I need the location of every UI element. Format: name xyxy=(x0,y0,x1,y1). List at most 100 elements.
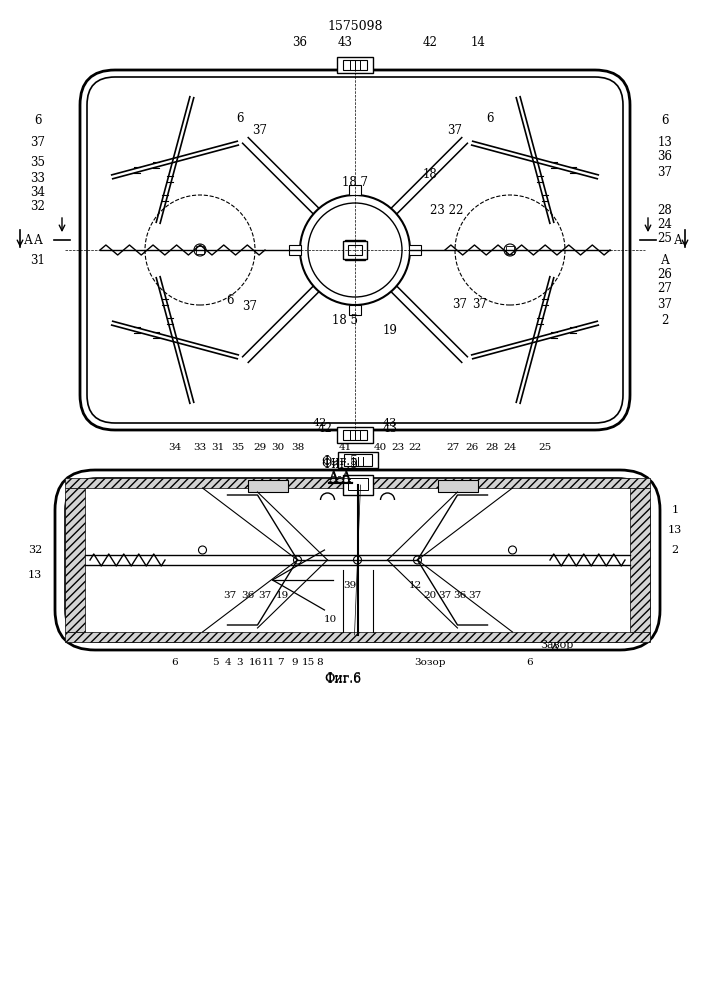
Text: 24: 24 xyxy=(658,218,672,231)
Bar xyxy=(337,57,373,73)
Text: 6: 6 xyxy=(486,111,493,124)
Text: 18 7: 18 7 xyxy=(342,176,368,188)
Text: 13: 13 xyxy=(668,525,682,535)
Text: 25: 25 xyxy=(538,443,551,452)
Text: 1: 1 xyxy=(672,505,679,515)
Text: 33: 33 xyxy=(194,443,206,452)
Text: 9: 9 xyxy=(292,658,298,667)
Text: 6: 6 xyxy=(236,111,244,124)
Text: 11: 11 xyxy=(262,658,274,667)
Text: 23: 23 xyxy=(392,443,404,452)
Text: 26: 26 xyxy=(658,267,672,280)
Text: 43: 43 xyxy=(383,418,397,428)
Text: 31: 31 xyxy=(211,443,225,452)
Text: 36: 36 xyxy=(453,590,467,599)
Bar xyxy=(289,245,301,255)
Text: 29: 29 xyxy=(253,443,267,452)
Text: 37: 37 xyxy=(452,298,467,312)
Text: 30: 30 xyxy=(271,443,285,452)
Text: А: А xyxy=(660,253,670,266)
Text: 6: 6 xyxy=(172,658,178,667)
Text: 13: 13 xyxy=(658,135,672,148)
Bar xyxy=(349,305,361,315)
Text: 35: 35 xyxy=(30,156,45,169)
Text: 18: 18 xyxy=(423,168,438,182)
Bar xyxy=(630,488,650,632)
Text: 7: 7 xyxy=(276,658,284,667)
Text: 37: 37 xyxy=(258,590,271,599)
Text: 6: 6 xyxy=(661,113,669,126)
Text: 38: 38 xyxy=(291,443,305,452)
Text: 23 22: 23 22 xyxy=(431,204,464,217)
Text: 10: 10 xyxy=(323,615,337,624)
Text: 33: 33 xyxy=(30,172,45,184)
Text: 37: 37 xyxy=(468,590,481,599)
Text: 19: 19 xyxy=(275,590,288,599)
Text: 15: 15 xyxy=(301,658,315,667)
Bar xyxy=(349,185,361,195)
Text: 14: 14 xyxy=(471,36,486,49)
Text: 26: 26 xyxy=(465,443,479,452)
Bar xyxy=(345,240,365,260)
Text: 37: 37 xyxy=(658,165,672,178)
Text: Фиг.5: Фиг.5 xyxy=(322,455,358,468)
Circle shape xyxy=(354,556,361,564)
Text: 37: 37 xyxy=(223,590,237,599)
Text: 6: 6 xyxy=(226,294,234,306)
Text: 36: 36 xyxy=(241,590,255,599)
Text: 6: 6 xyxy=(527,658,533,667)
Bar xyxy=(337,452,378,468)
Text: 6: 6 xyxy=(34,113,42,126)
Text: 34: 34 xyxy=(30,186,45,198)
Text: 3: 3 xyxy=(237,658,243,667)
Text: Фиг.6: Фиг.6 xyxy=(324,672,361,685)
Text: Фиг.5: Фиг.5 xyxy=(322,458,358,471)
Bar xyxy=(342,475,373,495)
Text: 25: 25 xyxy=(658,232,672,244)
Text: 27: 27 xyxy=(446,443,460,452)
Text: 2: 2 xyxy=(661,314,669,326)
Circle shape xyxy=(508,546,517,554)
Bar xyxy=(438,480,477,492)
Text: 5: 5 xyxy=(211,658,218,667)
Text: 31: 31 xyxy=(30,253,45,266)
Bar xyxy=(65,478,650,488)
Text: А-А: А-А xyxy=(329,470,351,483)
Text: 28: 28 xyxy=(486,443,498,452)
Circle shape xyxy=(293,556,301,564)
Text: 16: 16 xyxy=(248,658,262,667)
Text: 37: 37 xyxy=(448,123,462,136)
Text: 32: 32 xyxy=(28,545,42,555)
Text: 37: 37 xyxy=(438,590,452,599)
Text: 37: 37 xyxy=(472,298,488,312)
Bar xyxy=(343,430,367,440)
Bar xyxy=(343,60,367,70)
Text: 28: 28 xyxy=(658,204,672,217)
Text: 32: 32 xyxy=(30,200,45,214)
Text: 42: 42 xyxy=(423,36,438,49)
Text: 4: 4 xyxy=(225,658,231,667)
Text: 37: 37 xyxy=(658,298,672,312)
Text: 22: 22 xyxy=(409,443,421,452)
Text: А: А xyxy=(23,233,33,246)
Text: 37: 37 xyxy=(243,300,257,314)
Text: А: А xyxy=(674,233,682,246)
Text: 18 5: 18 5 xyxy=(332,314,358,326)
Text: А-А: А-А xyxy=(329,472,351,485)
Text: 27: 27 xyxy=(658,282,672,296)
Text: А: А xyxy=(33,233,42,246)
Bar xyxy=(348,245,362,255)
Bar xyxy=(506,246,514,254)
Circle shape xyxy=(414,556,421,564)
Text: 42: 42 xyxy=(313,418,327,428)
Text: 35: 35 xyxy=(231,443,245,452)
Text: 24: 24 xyxy=(503,443,517,452)
Bar xyxy=(65,488,85,632)
Bar xyxy=(247,480,288,492)
Bar xyxy=(344,454,371,466)
Text: 37: 37 xyxy=(30,135,45,148)
Text: 43: 43 xyxy=(337,36,353,49)
Circle shape xyxy=(199,546,206,554)
Bar xyxy=(343,241,367,259)
Text: 40: 40 xyxy=(373,443,387,452)
